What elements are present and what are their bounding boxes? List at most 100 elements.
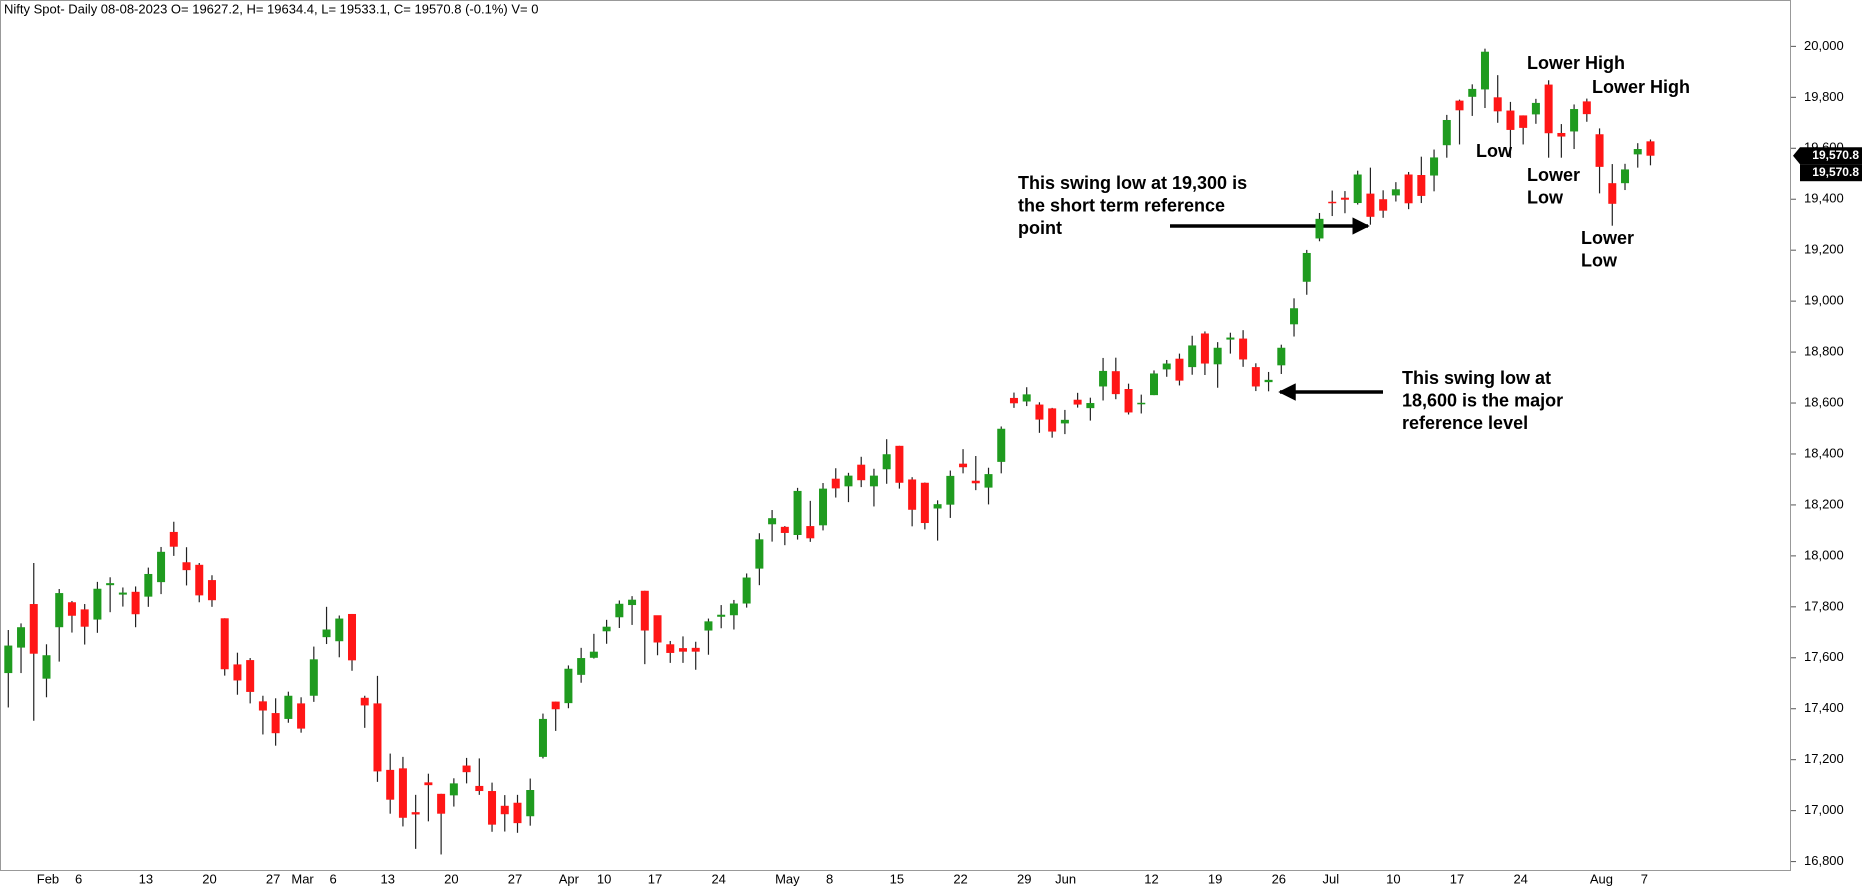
x-tick-label: 24 [1513, 871, 1527, 886]
candle-body [1340, 197, 1349, 200]
candle-body [997, 428, 1006, 462]
candle-body [1226, 337, 1235, 340]
y-tick-label: 20,000 [1804, 38, 1844, 53]
candle-body [1124, 389, 1133, 413]
candle-body [475, 785, 484, 792]
candle-body [653, 615, 662, 643]
x-tick-label: 7 [1641, 871, 1648, 886]
annotation: This swing low at 19,300 is [1018, 173, 1247, 193]
candle-body [258, 701, 267, 711]
candle-body [1099, 370, 1108, 387]
x-tick-label: Apr [559, 871, 580, 886]
plot-frame [0, 0, 1791, 871]
candle-body [1073, 399, 1082, 405]
candle-body [882, 454, 891, 470]
price-tag [1793, 147, 1862, 165]
y-tick-label: 17,800 [1804, 598, 1844, 613]
candle-body [1442, 119, 1451, 146]
candle-body [437, 793, 446, 814]
x-tick-label: Jun [1055, 871, 1076, 886]
annotation: Low [1476, 141, 1513, 161]
candle-body [640, 590, 649, 631]
candle-body [207, 580, 216, 601]
x-tick-label: Mar [291, 871, 314, 886]
candle-body [793, 490, 802, 535]
x-tick-label: 29 [1017, 871, 1031, 886]
candle-body [297, 703, 306, 729]
candle-body [1162, 363, 1171, 370]
x-tick-label: 26 [1272, 871, 1286, 886]
candle-body [1035, 404, 1044, 420]
candle-body [806, 526, 815, 539]
candle-body [488, 791, 497, 825]
x-tick-label: 12 [1144, 871, 1158, 886]
candle-body [1277, 347, 1286, 366]
candle-body [1264, 379, 1273, 383]
candle-body [411, 812, 420, 815]
candle-body [857, 464, 866, 481]
candle-body [500, 805, 509, 815]
candle-body [704, 621, 713, 631]
candle-body [1646, 141, 1655, 156]
candle-body [1239, 338, 1248, 360]
candle-body [1633, 149, 1642, 155]
y-tick-label: 19,000 [1804, 293, 1844, 308]
candle-body [589, 651, 598, 658]
candle-body [246, 660, 255, 692]
candle-body [895, 445, 904, 483]
candle-body [322, 629, 331, 638]
candle-body [908, 479, 917, 510]
x-tick-label: 20 [444, 871, 458, 886]
candle-body [1608, 183, 1617, 204]
x-tick-label: 13 [380, 871, 394, 886]
candle-body [1251, 367, 1260, 387]
candle-body [1621, 169, 1630, 184]
candle-body [920, 482, 929, 524]
candle-body [1379, 199, 1388, 211]
x-tick-label: Aug [1590, 871, 1613, 886]
x-tick-label: Feb [37, 871, 59, 886]
x-tick-label: 6 [75, 871, 82, 886]
candle-body [602, 626, 611, 632]
y-tick-label: 18,800 [1804, 344, 1844, 359]
candle-body [1391, 189, 1400, 196]
candle-body [106, 583, 115, 586]
x-tick-label: 27 [266, 871, 280, 886]
candle-body [729, 603, 738, 616]
annotation: point [1018, 218, 1062, 238]
candle-body [17, 627, 26, 648]
annotation: Lower High [1527, 53, 1625, 73]
candle-body [220, 618, 229, 670]
annotation: This swing low at [1402, 368, 1551, 388]
candle-body [577, 658, 586, 675]
y-tick-label: 18,400 [1804, 445, 1844, 460]
x-tick-label: 24 [711, 871, 725, 886]
annotation: Lower [1581, 228, 1634, 248]
candle-body [946, 475, 955, 505]
candle-body [169, 531, 178, 547]
annotation: Low [1527, 187, 1564, 207]
candle-body [615, 603, 624, 618]
candle-body [424, 782, 433, 786]
candle-body [309, 659, 318, 696]
candle-body [1200, 333, 1209, 364]
x-tick-label: 17 [1450, 871, 1464, 886]
x-tick-label: 17 [648, 871, 662, 886]
candle-body [1430, 157, 1439, 176]
annotation: reference level [1402, 413, 1528, 433]
candle-body [360, 697, 369, 706]
x-tick-label: Jul [1322, 871, 1339, 886]
candle-body [678, 648, 687, 652]
candle-body [1290, 308, 1299, 325]
candle-body [526, 790, 535, 817]
candle-body [1404, 174, 1413, 204]
x-tick-label: 10 [597, 871, 611, 886]
candle-body [348, 613, 357, 661]
candle-body [1366, 193, 1375, 217]
candle-body [1493, 97, 1502, 112]
candle-body [1582, 101, 1591, 115]
candle-body [628, 599, 637, 606]
candle-body [1417, 175, 1426, 196]
candle-body [1506, 110, 1515, 130]
